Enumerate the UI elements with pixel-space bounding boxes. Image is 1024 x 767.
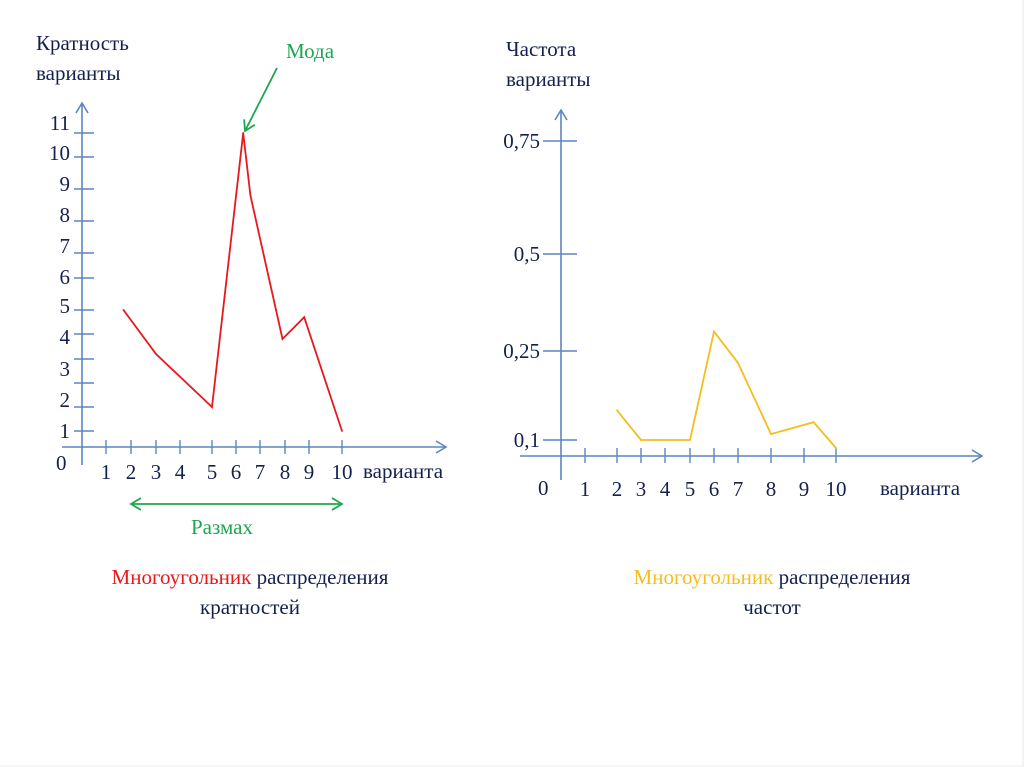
left-y-tick-label: 10 <box>49 141 70 165</box>
right-y-axis-label-line2: варианты <box>506 67 591 91</box>
right-series-point <box>737 362 739 364</box>
left-y-ticks: 1 2 3 4 5 6 7 8 9 10 11 <box>49 111 94 443</box>
right-x-ticks: 1 2 3 4 5 6 7 8 9 10 <box>580 448 847 501</box>
right-series-point <box>713 330 715 333</box>
left-x-tick-label: 4 <box>175 460 186 484</box>
right-series-line <box>616 329 837 449</box>
right-y-axis-label-line1: Частота <box>506 37 577 61</box>
right-x-tick-label: 9 <box>799 477 810 501</box>
right-origin-label: 0 <box>538 476 549 500</box>
left-series-point <box>281 338 284 340</box>
left-series-point <box>211 406 213 408</box>
left-y-tick-label: 8 <box>60 203 71 227</box>
left-x-axis-label: варианта <box>363 459 444 483</box>
left-x-tick-label: 8 <box>280 460 291 484</box>
left-x-tick-label: 5 <box>207 460 218 484</box>
left-x-tick-label: 1 <box>101 460 112 484</box>
right-series-point <box>640 439 642 441</box>
left-y-tick-label: 6 <box>60 265 71 289</box>
right-y-tick-label: 0,75 <box>503 129 540 153</box>
right-title-rest: распределения <box>778 565 911 589</box>
left-series-point <box>249 194 252 197</box>
left-x-ticks: 1 2 3 4 5 6 7 8 9 10 <box>101 440 353 484</box>
left-series-point <box>155 353 157 355</box>
right-x-tick-label: 8 <box>766 477 777 501</box>
right-x-tick-label: 10 <box>826 477 847 501</box>
left-series-point <box>122 309 125 311</box>
left-series-point <box>242 132 245 134</box>
right-x-tick-label: 2 <box>612 477 623 501</box>
left-y-tick-label: 3 <box>60 357 71 381</box>
left-x-tick-label: 9 <box>304 460 315 484</box>
right-y-axis-label: Частота варианты <box>506 34 591 94</box>
right-series <box>616 329 837 449</box>
right-x-tick-label: 5 <box>685 477 696 501</box>
left-y-tick-label: 5 <box>60 294 71 318</box>
left-y-tick-label: 9 <box>60 172 71 196</box>
left-origin-label: 0 <box>56 451 67 475</box>
left-y-axis-label-line2: варианты <box>36 61 121 85</box>
left-series <box>122 132 343 432</box>
right-series-point <box>835 447 837 449</box>
left-title-rest: распределения <box>256 565 389 589</box>
right-series-point <box>616 409 618 412</box>
left-x-tick-label: 10 <box>332 460 353 484</box>
right-y-tick-label: 0,5 <box>514 242 540 266</box>
right-series-point <box>689 439 691 441</box>
right-chart: 0,1 0,25 0,5 0,75 1 2 3 4 5 6 7 8 9 10 0 варианта <box>503 108 984 501</box>
left-series-line <box>122 132 343 432</box>
right-chart-title: Многоугольник распределения частот <box>562 562 982 622</box>
mode-arrow <box>243 67 278 133</box>
right-x-tick-label: 4 <box>660 477 671 501</box>
right-x-tick-label: 6 <box>709 477 720 501</box>
left-y-tick-label: 1 <box>60 419 71 443</box>
right-series-point <box>770 433 772 435</box>
right-y-ticks: 0,1 0,25 0,5 0,75 <box>503 129 577 452</box>
left-x-tick-label: 6 <box>231 460 242 484</box>
right-y-tick-label: 0,25 <box>503 339 540 363</box>
left-y-axis-label: Кратность варианты <box>36 28 129 88</box>
left-x-tick-label: 3 <box>151 460 162 484</box>
left-y-axis-label-line1: Кратность <box>36 31 129 55</box>
right-x-tick-label: 3 <box>636 477 647 501</box>
left-y-tick-label: 11 <box>50 111 70 135</box>
right-x-tick-label: 7 <box>733 477 744 501</box>
range-annotation-label: Размах <box>191 515 253 539</box>
left-chart-title: Многоугольник распределения кратностей <box>40 562 460 622</box>
right-title-highlight: Многоугольник <box>633 565 774 589</box>
left-y-tick-label: 2 <box>60 388 71 412</box>
right-x-axis-label: варианта <box>880 476 961 500</box>
left-series-point <box>341 430 343 432</box>
left-y-tick-label: 4 <box>60 325 71 349</box>
mode-annotation-label: Мода <box>286 39 335 63</box>
right-x-tick-label: 1 <box>580 477 591 501</box>
left-series-point <box>303 316 306 319</box>
left-title-line2: кратностей <box>200 595 300 619</box>
right-title-line2: частот <box>743 595 801 619</box>
left-x-tick-label: 7 <box>255 460 266 484</box>
right-y-tick-label: 0,1 <box>514 428 540 452</box>
left-title-highlight: Многоугольник <box>111 565 252 589</box>
left-y-tick-label: 7 <box>60 234 71 258</box>
left-x-tick-label: 2 <box>126 460 137 484</box>
right-series-point <box>812 421 815 424</box>
